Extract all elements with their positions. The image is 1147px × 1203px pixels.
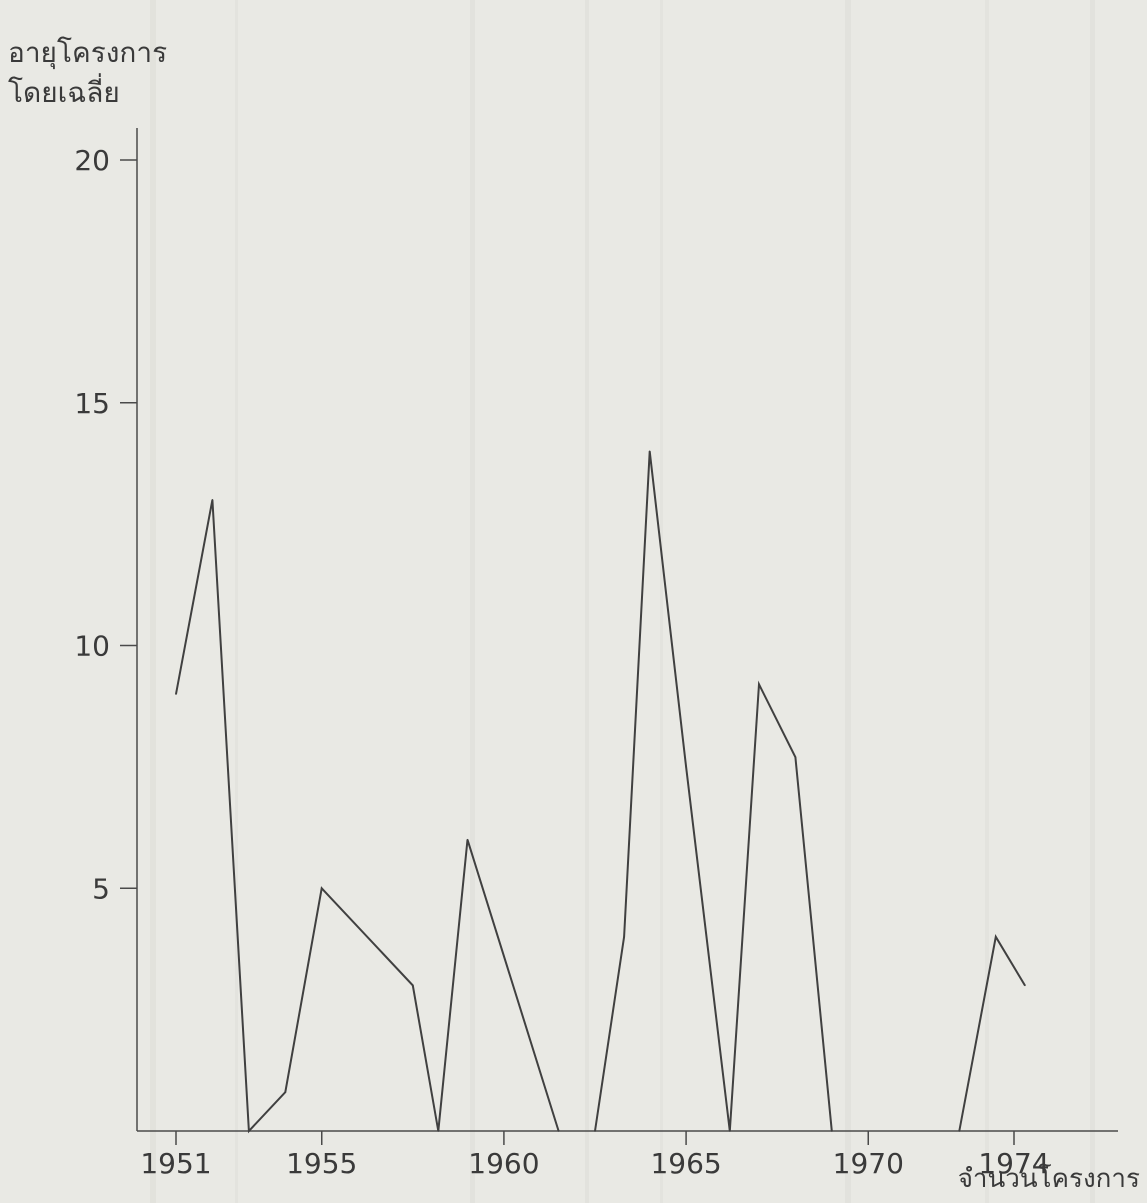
series-line-segment — [175, 499, 560, 1134]
paper-texture — [150, 0, 1095, 1203]
data-point — [320, 887, 323, 890]
y-tick-label: 10 — [74, 630, 110, 663]
data-point — [958, 1130, 961, 1132]
y-tick-label: 5 — [92, 872, 110, 905]
tick-marks — [120, 159, 1015, 1145]
data-point — [831, 1130, 833, 1132]
x-tick-label: 1955 — [286, 1147, 357, 1180]
x-axis-label: จำนวนโครงการ — [958, 1163, 1140, 1194]
data-point — [1024, 984, 1026, 987]
y-tick-label: 20 — [74, 144, 110, 177]
data-point — [729, 1130, 731, 1132]
data-point — [994, 936, 997, 938]
data-point — [248, 1130, 250, 1132]
data-point — [623, 936, 625, 938]
data-point — [211, 499, 214, 501]
tick-labels: 5 10 15 20 1951 1955 1960 1965 1970 1974 — [74, 144, 1049, 1180]
data-series — [175, 450, 1026, 1134]
series-line-segment — [958, 934, 1026, 1132]
data-point — [794, 756, 797, 758]
y-axis-label-line-1: อายุโครงการ — [8, 36, 167, 70]
y-axis-label-line-2: โดยเฉลี่ย — [8, 73, 120, 109]
data-point — [758, 683, 760, 686]
data-point — [648, 450, 651, 453]
data-point — [557, 1130, 560, 1132]
x-tick-label: 1960 — [468, 1147, 539, 1180]
data-point — [594, 1130, 596, 1132]
data-point — [437, 1130, 440, 1132]
x-tick-label: 1974 — [978, 1147, 1049, 1180]
data-point — [685, 766, 687, 768]
x-tick-label: 1970 — [833, 1147, 904, 1180]
series-line-segment — [594, 451, 833, 1132]
data-point — [466, 838, 469, 841]
axes — [136, 128, 1118, 1132]
y-tick-label: 15 — [74, 387, 110, 420]
x-tick-label: 1951 — [140, 1147, 211, 1180]
data-point — [412, 984, 414, 987]
data-point — [175, 693, 177, 695]
x-tick-label: 1965 — [650, 1147, 721, 1180]
data-point — [284, 1091, 287, 1093]
